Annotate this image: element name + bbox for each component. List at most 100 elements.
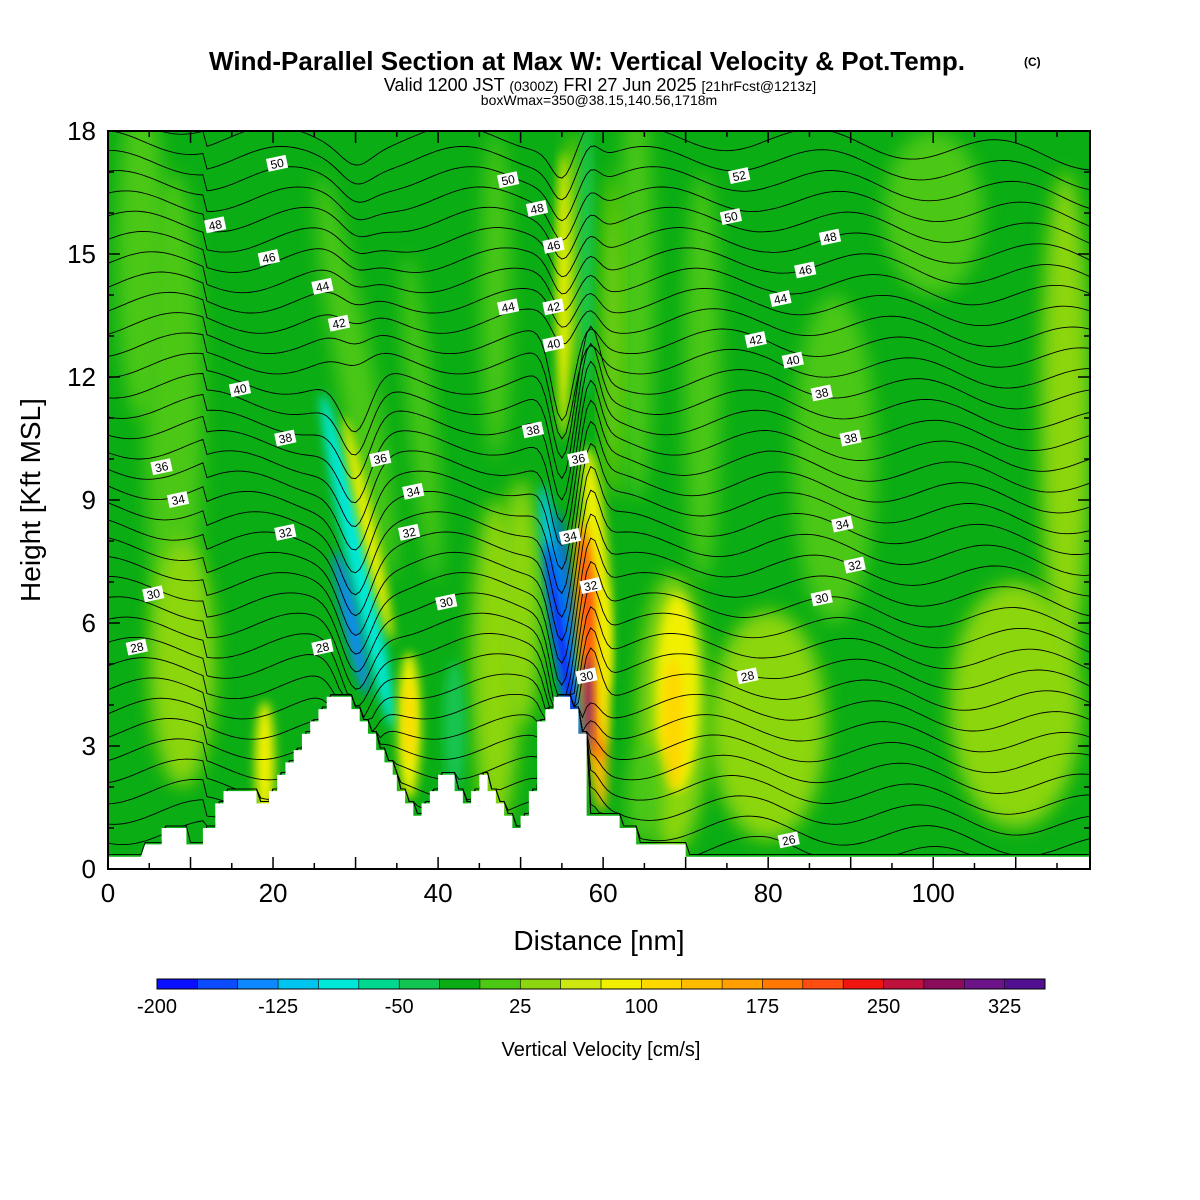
contour-label-text: 34 xyxy=(562,529,578,546)
contour-label: 38 xyxy=(274,429,297,447)
contour-label-text: 42 xyxy=(546,299,562,316)
contour-label-box xyxy=(496,298,520,316)
contour-label: 38 xyxy=(521,421,545,439)
theta-contours xyxy=(108,131,1090,856)
velocity-cell xyxy=(334,550,369,696)
contour-label: 40 xyxy=(542,335,565,353)
copyright-mark: (C) xyxy=(1024,55,1041,69)
colorbar-tick-label: 100 xyxy=(625,996,658,1018)
y-tick-label: 18 xyxy=(67,116,96,146)
theta-contour-line xyxy=(108,399,1090,547)
theta-contour-line xyxy=(108,271,1090,328)
colorbar-title: Vertical Velocity [cm/s] xyxy=(502,1039,701,1061)
colorbar-swatch xyxy=(1004,979,1046,989)
contour-label-box xyxy=(542,298,565,316)
chart-subtitle: Valid 1200 JST (0300Z) FRI 27 Jun 2025 [… xyxy=(384,75,816,95)
contour-label-text: 46 xyxy=(797,262,813,279)
velocity-cell xyxy=(710,610,826,841)
forecast-label: [21hrFcst@1213z] xyxy=(701,78,816,94)
contour-label-box xyxy=(839,429,862,447)
theta-contour-line xyxy=(108,489,1090,642)
contour-label-box xyxy=(397,523,421,541)
contour-label: 48 xyxy=(818,228,842,246)
theta-contour-line xyxy=(108,190,1090,260)
contour-label-box xyxy=(525,199,549,217)
contour-label: 50 xyxy=(496,171,520,188)
contour-labels: 50 50 52 48 48 50 48 46 46 46 44 44 42 44 42 40 42 40 40 38… xyxy=(125,154,866,849)
theta-contour-line xyxy=(108,170,1090,241)
velocity-field xyxy=(116,131,1090,853)
colorbar-swatch xyxy=(883,979,925,989)
contour-label-box xyxy=(542,236,565,254)
contour-label-text: 34 xyxy=(405,483,421,500)
contour-label-box xyxy=(769,290,792,308)
contour-label-text: 46 xyxy=(546,237,562,254)
theta-contour-line xyxy=(108,694,1090,794)
velocity-cell xyxy=(443,659,467,792)
contour-label: 30 xyxy=(435,593,458,611)
contour-label-box xyxy=(831,515,854,533)
contour-label: 46 xyxy=(542,236,565,254)
colorbar-swatch xyxy=(722,979,763,989)
y-tick-label: 0 xyxy=(82,854,96,884)
contour-label-box xyxy=(542,335,565,353)
contour-label-text: 26 xyxy=(781,832,797,849)
theta-contour-line xyxy=(108,647,1090,720)
contour-label-box xyxy=(521,421,545,439)
theta-contour-line xyxy=(108,379,1090,524)
contour-label-box xyxy=(125,638,148,656)
chart-title: Wind-Parallel Section at Max W: Vertical… xyxy=(209,46,965,76)
contour-label-box xyxy=(311,638,334,656)
theta-contour-line xyxy=(108,210,1090,278)
velocity-cell xyxy=(556,151,571,439)
contour-label-text: 30 xyxy=(438,594,454,611)
velocity-cell xyxy=(402,254,441,582)
contour-label-text: 48 xyxy=(822,229,838,246)
y-tick-label: 12 xyxy=(67,362,96,392)
colorbar-tick-label: -50 xyxy=(385,996,414,1018)
colorbar-swatch xyxy=(802,979,844,989)
velocity-cell xyxy=(404,680,415,763)
contour-label-box xyxy=(810,384,833,402)
contour-label-box xyxy=(810,589,833,607)
contour-label: 42 xyxy=(744,331,767,348)
theta-contour-line xyxy=(108,312,1090,422)
contour-label-text: 46 xyxy=(261,250,277,267)
contour-label-text: 28 xyxy=(740,668,756,685)
contour-label: 30 xyxy=(142,585,165,603)
velocity-cell xyxy=(342,416,393,642)
x-tick-label: 60 xyxy=(589,878,618,908)
colorbar-swatch xyxy=(601,979,642,989)
contour-label-box xyxy=(558,527,582,545)
contour-label: 42 xyxy=(327,314,351,332)
contour-label-box xyxy=(435,593,458,611)
y-tick-label: 15 xyxy=(67,239,96,269)
contour-label-text: 48 xyxy=(207,217,223,234)
colorbar-swatch xyxy=(318,979,360,989)
contour-label: 44 xyxy=(496,298,520,316)
colorbar-tick-label: 250 xyxy=(867,996,900,1018)
theta-contour-line xyxy=(108,251,1090,312)
y-tick-label: 6 xyxy=(82,608,96,638)
theta-contour-line xyxy=(108,131,1090,201)
colorbar-swatch xyxy=(278,979,319,989)
colorbar-swatch xyxy=(520,979,562,989)
contour-label-box xyxy=(166,491,190,508)
contour-label: 32 xyxy=(579,577,602,594)
terrain xyxy=(108,696,1090,869)
velocity-cell xyxy=(683,172,721,582)
velocity-cell xyxy=(1040,172,1090,664)
contour-label-box xyxy=(567,450,590,467)
velocity-cell xyxy=(580,131,594,398)
velocity-cell xyxy=(949,582,1082,828)
contour-label: 36 xyxy=(150,458,173,475)
velocity-cell xyxy=(149,541,216,787)
contour-label: 38 xyxy=(810,384,833,402)
velocity-cell xyxy=(603,172,620,500)
contour-label-text: 52 xyxy=(731,168,747,185)
contour-label-box xyxy=(204,216,227,234)
contour-label-text: 32 xyxy=(401,524,417,541)
velocity-cell xyxy=(320,393,396,730)
theta-contour-line xyxy=(108,465,1090,618)
contour-label-text: 28 xyxy=(315,639,331,656)
